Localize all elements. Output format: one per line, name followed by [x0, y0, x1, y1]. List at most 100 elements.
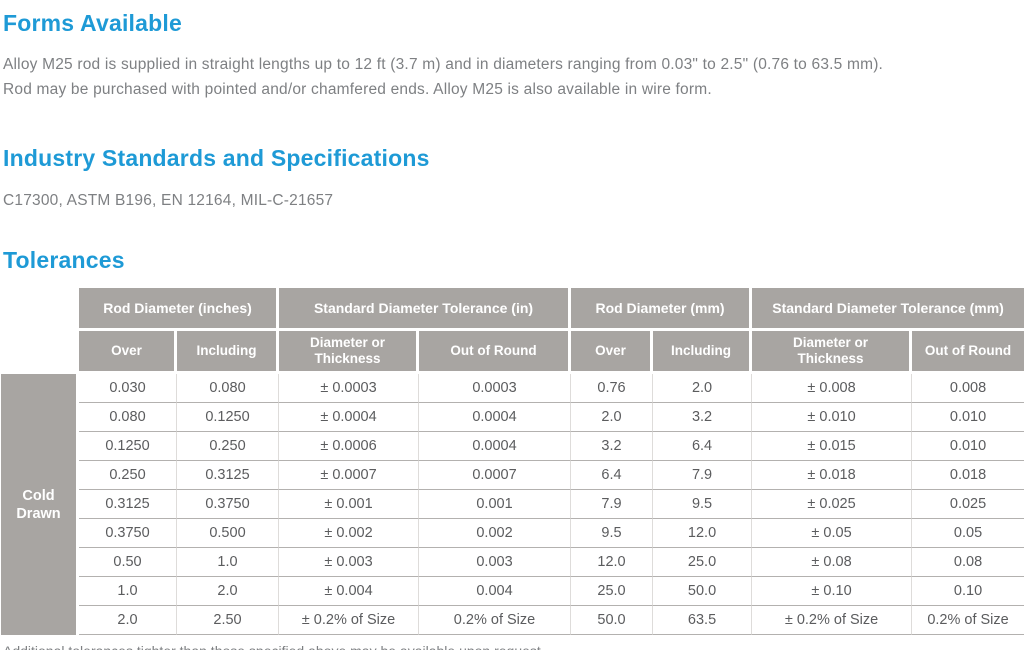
section-heading-tolerances: Tolerances — [3, 247, 125, 273]
table-row: 0.3125 0.3750 ± 0.001 0.001 7.9 9.5 ± 0.… — [1, 490, 1025, 519]
table-cell: 0.0003 — [419, 374, 572, 403]
subheader-over-mm: Over — [571, 331, 654, 374]
forms-paragraph: Alloy M25 rod is supplied in straight le… — [3, 52, 1029, 102]
table-cell: 0.1250 — [79, 432, 177, 461]
table-cell: 0.500 — [177, 519, 279, 548]
table-cell: 0.010 — [912, 432, 1025, 461]
table-cell: 0.0004 — [419, 432, 572, 461]
table-row: 0.1250 0.250 ± 0.0006 0.0004 3.2 6.4 ± 0… — [1, 432, 1025, 461]
table-cell: ± 0.0003 — [279, 374, 419, 403]
table-cell: 3.2 — [653, 403, 753, 432]
table-cell: 0.3125 — [177, 461, 279, 490]
table-cell: 3.2 — [571, 432, 654, 461]
table-cell: 2.0 — [79, 606, 177, 635]
table-cell: ± 0.2% of Size — [752, 606, 913, 635]
table-cell: ± 0.002 — [279, 519, 419, 548]
group-header-rod-diameter-inches: Rod Diameter (inches) — [79, 288, 279, 331]
table-cell: 0.76 — [571, 374, 654, 403]
table-cell: ± 0.025 — [752, 490, 913, 519]
forms-paragraph-line-2: Rod may be purchased with pointed and/or… — [3, 81, 712, 98]
table-footnote-clipped: Additional tolerances tighter than those… — [3, 642, 1029, 650]
table-cell: 0.10 — [912, 577, 1025, 606]
table-cell: 0.002 — [419, 519, 572, 548]
table-cell: 2.0 — [177, 577, 279, 606]
table-cell: 0.025 — [912, 490, 1025, 519]
subheader-out-of-round-mm: Out of Round — [912, 331, 1025, 374]
table-cell: 0.0004 — [419, 403, 572, 432]
table-row: 2.0 2.50 ± 0.2% of Size 0.2% of Size 50.… — [1, 606, 1025, 635]
table-cell: ± 0.08 — [752, 548, 913, 577]
table-row: 0.250 0.3125 ± 0.0007 0.0007 6.4 7.9 ± 0… — [1, 461, 1025, 490]
subheader-including-mm: Including — [653, 331, 753, 374]
table-cell: 63.5 — [653, 606, 753, 635]
table-cell: 0.018 — [912, 461, 1025, 490]
table-cell: 0.08 — [912, 548, 1025, 577]
table-row: 1.0 2.0 ± 0.004 0.004 25.0 50.0 ± 0.10 0… — [1, 577, 1025, 606]
table-row: Cold Drawn 0.030 0.080 ± 0.0003 0.0003 0… — [1, 374, 1025, 635]
table-cell: ± 0.001 — [279, 490, 419, 519]
table-row: 0.50 1.0 ± 0.003 0.003 12.0 25.0 ± 0.08 … — [1, 548, 1025, 577]
table-cell: 0.004 — [419, 577, 572, 606]
table-cell: 9.5 — [571, 519, 654, 548]
section-heading-standards: Industry Standards and Specifications — [3, 145, 430, 171]
table-cell: ± 0.010 — [752, 403, 913, 432]
table-cell: ± 0.05 — [752, 519, 913, 548]
table-cell: 0.001 — [419, 490, 572, 519]
table-cell: 0.3125 — [79, 490, 177, 519]
table-cell: 50.0 — [653, 577, 753, 606]
group-header-tolerance-mm: Standard Diameter Tolerance (mm) — [752, 288, 1025, 331]
subheader-including-in: Including — [177, 331, 279, 374]
table-cell: 0.2% of Size — [912, 606, 1025, 635]
table-cell: ± 0.004 — [279, 577, 419, 606]
table-cell: 2.0 — [571, 403, 654, 432]
row-group-label-cold-drawn: Cold Drawn — [1, 374, 79, 635]
subheader-over-in: Over — [79, 331, 177, 374]
table-cell: 0.50 — [79, 548, 177, 577]
table-cell: 0.250 — [79, 461, 177, 490]
table-cell: ± 0.015 — [752, 432, 913, 461]
table-cell: ± 0.018 — [752, 461, 913, 490]
table-cell: 7.9 — [571, 490, 654, 519]
table-cell: 0.080 — [177, 374, 279, 403]
table-cell: 0.2% of Size — [419, 606, 572, 635]
table-cell: 0.030 — [79, 374, 177, 403]
table-cell: 12.0 — [653, 519, 753, 548]
tolerances-table: Rod Diameter (inches) Standard Diameter … — [1, 288, 1025, 635]
table-cell: 2.50 — [177, 606, 279, 635]
table-cell: ± 0.0006 — [279, 432, 419, 461]
table-cell: 50.0 — [571, 606, 654, 635]
subheader-out-of-round-in: Out of Round — [419, 331, 572, 374]
table-cell: 0.3750 — [177, 490, 279, 519]
table-cell: 0.250 — [177, 432, 279, 461]
subheader-diameter-thickness-in: Diameter or Thickness — [279, 331, 419, 374]
table-cell: 25.0 — [653, 548, 753, 577]
table-cell: 6.4 — [653, 432, 753, 461]
table-cell: 0.0007 — [419, 461, 572, 490]
table-cell: ± 0.0004 — [279, 403, 419, 432]
table-cell: ± 0.0007 — [279, 461, 419, 490]
table-group-header-row: Rod Diameter (inches) Standard Diameter … — [1, 288, 1025, 374]
table-cell: 25.0 — [571, 577, 654, 606]
table-cell: 0.3750 — [79, 519, 177, 548]
table-cell: 0.05 — [912, 519, 1025, 548]
table-row: 0.080 0.1250 ± 0.0004 0.0004 2.0 3.2 ± 0… — [1, 403, 1025, 432]
table-cell: 0.010 — [912, 403, 1025, 432]
table-cell: ± 0.008 — [752, 374, 913, 403]
table-cell: 9.5 — [653, 490, 753, 519]
table-cell: ± 0.003 — [279, 548, 419, 577]
table-cell: 2.0 — [653, 374, 753, 403]
group-header-rod-diameter-mm: Rod Diameter (mm) — [571, 288, 753, 331]
table-cell: 12.0 — [571, 548, 654, 577]
table-cell: 1.0 — [177, 548, 279, 577]
table-cell: 0.080 — [79, 403, 177, 432]
table-row: 0.3750 0.500 ± 0.002 0.002 9.5 12.0 ± 0.… — [1, 519, 1025, 548]
forms-paragraph-line-1: Alloy M25 rod is supplied in straight le… — [3, 56, 884, 73]
table-corner-cell — [1, 288, 79, 374]
table-cell: 7.9 — [653, 461, 753, 490]
table-subheader-row: Over Including Diameter or Thickness Out… — [1, 331, 1025, 374]
table-cell: ± 0.2% of Size — [279, 606, 419, 635]
standards-list: C17300, ASTM B196, EN 12164, MIL-C-21657 — [3, 192, 334, 209]
table-cell: 0.003 — [419, 548, 572, 577]
table-cell: 0.008 — [912, 374, 1025, 403]
